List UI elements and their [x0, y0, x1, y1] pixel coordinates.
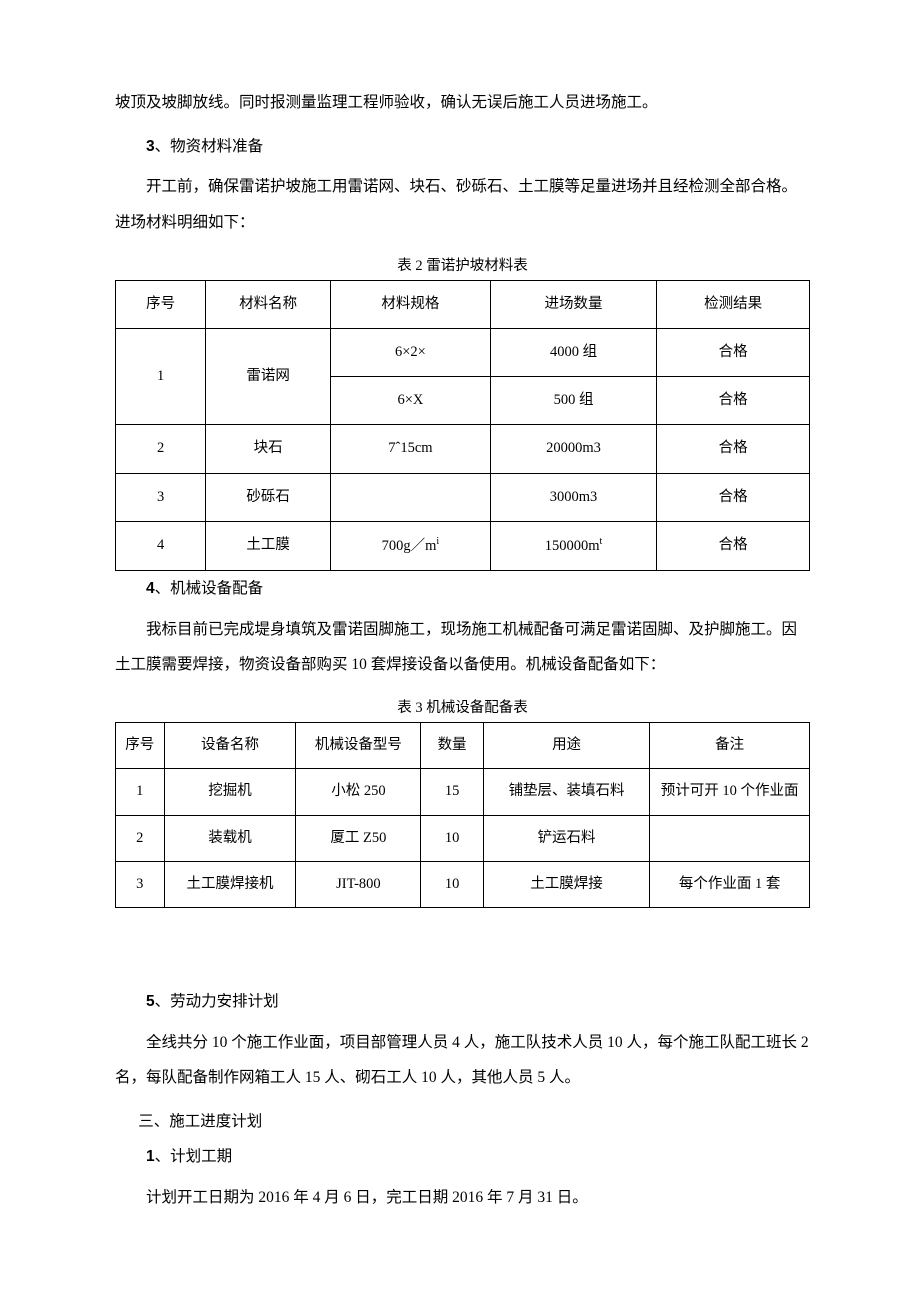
table3-caption: 表 3 机械设备配备表	[115, 697, 810, 720]
td-seq: 2	[116, 815, 165, 861]
td-spec: 7ˆ15cm	[331, 425, 491, 473]
heading-1-schedule-period: 1、计划工期	[115, 1145, 810, 1170]
spacer	[115, 914, 810, 984]
td-result: 合格	[657, 521, 810, 570]
paragraph-slope-line: 坡顶及坡脚放线。同时报测量监理工程师验收，确认无误后施工人员进场施工。	[115, 85, 810, 121]
td-use: 土工膜焊接	[483, 861, 650, 907]
heading-4-number: 4	[146, 580, 155, 597]
td-name: 装载机	[164, 815, 296, 861]
paragraph-materials-intro: 开工前，确保雷诺护坡施工用雷诺网、块石、砂砾石、土工膜等足量进场并且经检测全部合…	[115, 169, 810, 240]
th-note: 备注	[650, 723, 810, 769]
heading-5-number: 5	[146, 993, 155, 1010]
td-name: 块石	[206, 425, 331, 473]
td-model: 小松 250	[296, 769, 421, 815]
td-qty: 10	[421, 815, 483, 861]
heading-5-text: 、劳动力安排计划	[155, 993, 279, 1010]
td-qty: 4000 组	[490, 329, 657, 377]
section-3-schedule: 三、施工进度计划	[115, 1110, 810, 1135]
td-seq: 4	[116, 521, 206, 570]
td-spec: 700g／mi	[331, 521, 491, 570]
table-row: 3 土工膜焊接机 JIT-800 10 土工膜焊接 每个作业面 1 套	[116, 861, 810, 907]
td-name: 挖掘机	[164, 769, 296, 815]
th-qty: 进场数量	[490, 280, 657, 328]
td-qty: 150000mt	[490, 521, 657, 570]
th-result: 检测结果	[657, 280, 810, 328]
th-name: 设备名称	[164, 723, 296, 769]
table-row: 4 土工膜 700g／mi 150000mt 合格	[116, 521, 810, 570]
th-qty: 数量	[421, 723, 483, 769]
td-name: 砂砾石	[206, 473, 331, 521]
td-seq: 1	[116, 769, 165, 815]
th-use: 用途	[483, 723, 650, 769]
td-spec: 6×2×	[331, 329, 491, 377]
td-spec	[331, 473, 491, 521]
td-result: 合格	[657, 377, 810, 425]
heading-1-text: 、计划工期	[155, 1148, 233, 1165]
paragraph-equipment-intro: 我标目前已完成堤身填筑及雷诺固脚施工，现场施工机械配备可满足雷诺固脚、及护脚施工…	[115, 612, 810, 683]
heading-3-number: 3	[146, 138, 155, 155]
heading-4-equipment: 4、机械设备配备	[115, 577, 810, 602]
heading-1-number: 1	[146, 1148, 155, 1165]
td-name: 土工膜	[206, 521, 331, 570]
heading-4-text: 、机械设备配备	[155, 580, 264, 597]
table2-caption: 表 2 雷诺护坡材料表	[115, 255, 810, 278]
table-row: 1 挖掘机 小松 250 15 铺垫层、装填石料 预计可开 10 个作业面	[116, 769, 810, 815]
table-header-row: 序号 材料名称 材料规格 进场数量 检测结果	[116, 280, 810, 328]
td-use: 铺垫层、装填石料	[483, 769, 650, 815]
td-seq: 2	[116, 425, 206, 473]
td-model: 厦工 Z50	[296, 815, 421, 861]
heading-5-labor: 5、劳动力安排计划	[115, 990, 810, 1015]
td-seq: 1	[116, 329, 206, 425]
td-qty: 20000m3	[490, 425, 657, 473]
table-equipment: 序号 设备名称 机械设备型号 数量 用途 备注 1 挖掘机 小松 250 15 …	[115, 722, 810, 908]
td-note: 预计可开 10 个作业面	[650, 769, 810, 815]
td-note: 每个作业面 1 套	[650, 861, 810, 907]
table-row: 2 块石 7ˆ15cm 20000m3 合格	[116, 425, 810, 473]
th-seq: 序号	[116, 723, 165, 769]
td-spec: 6×X	[331, 377, 491, 425]
table-row: 1 雷诺网 6×2× 4000 组 合格	[116, 329, 810, 377]
td-model: JIT-800	[296, 861, 421, 907]
td-note	[650, 815, 810, 861]
paragraph-labor-plan: 全线共分 10 个施工作业面，项目部管理人员 4 人，施工队技术人员 10 人，…	[115, 1025, 810, 1096]
paragraph-schedule-dates: 计划开工日期为 2016 年 4 月 6 日，完工日期 2016 年 7 月 3…	[115, 1180, 810, 1216]
heading-3-text: 、物资材料准备	[155, 138, 264, 155]
th-model: 机械设备型号	[296, 723, 421, 769]
td-use: 铲运石料	[483, 815, 650, 861]
th-spec: 材料规格	[331, 280, 491, 328]
heading-3-materials: 3、物资材料准备	[115, 135, 810, 160]
th-seq: 序号	[116, 280, 206, 328]
td-result: 合格	[657, 473, 810, 521]
td-seq: 3	[116, 861, 165, 907]
table-row: 2 装载机 厦工 Z50 10 铲运石料	[116, 815, 810, 861]
td-seq: 3	[116, 473, 206, 521]
table-row: 3 砂砾石 3000m3 合格	[116, 473, 810, 521]
td-name: 雷诺网	[206, 329, 331, 425]
td-qty: 10	[421, 861, 483, 907]
td-name: 土工膜焊接机	[164, 861, 296, 907]
td-result: 合格	[657, 329, 810, 377]
th-name: 材料名称	[206, 280, 331, 328]
td-qty: 500 组	[490, 377, 657, 425]
table-header-row: 序号 设备名称 机械设备型号 数量 用途 备注	[116, 723, 810, 769]
td-qty: 15	[421, 769, 483, 815]
table-materials: 序号 材料名称 材料规格 进场数量 检测结果 1 雷诺网 6×2× 4000 组…	[115, 280, 810, 571]
td-qty: 3000m3	[490, 473, 657, 521]
td-result: 合格	[657, 425, 810, 473]
